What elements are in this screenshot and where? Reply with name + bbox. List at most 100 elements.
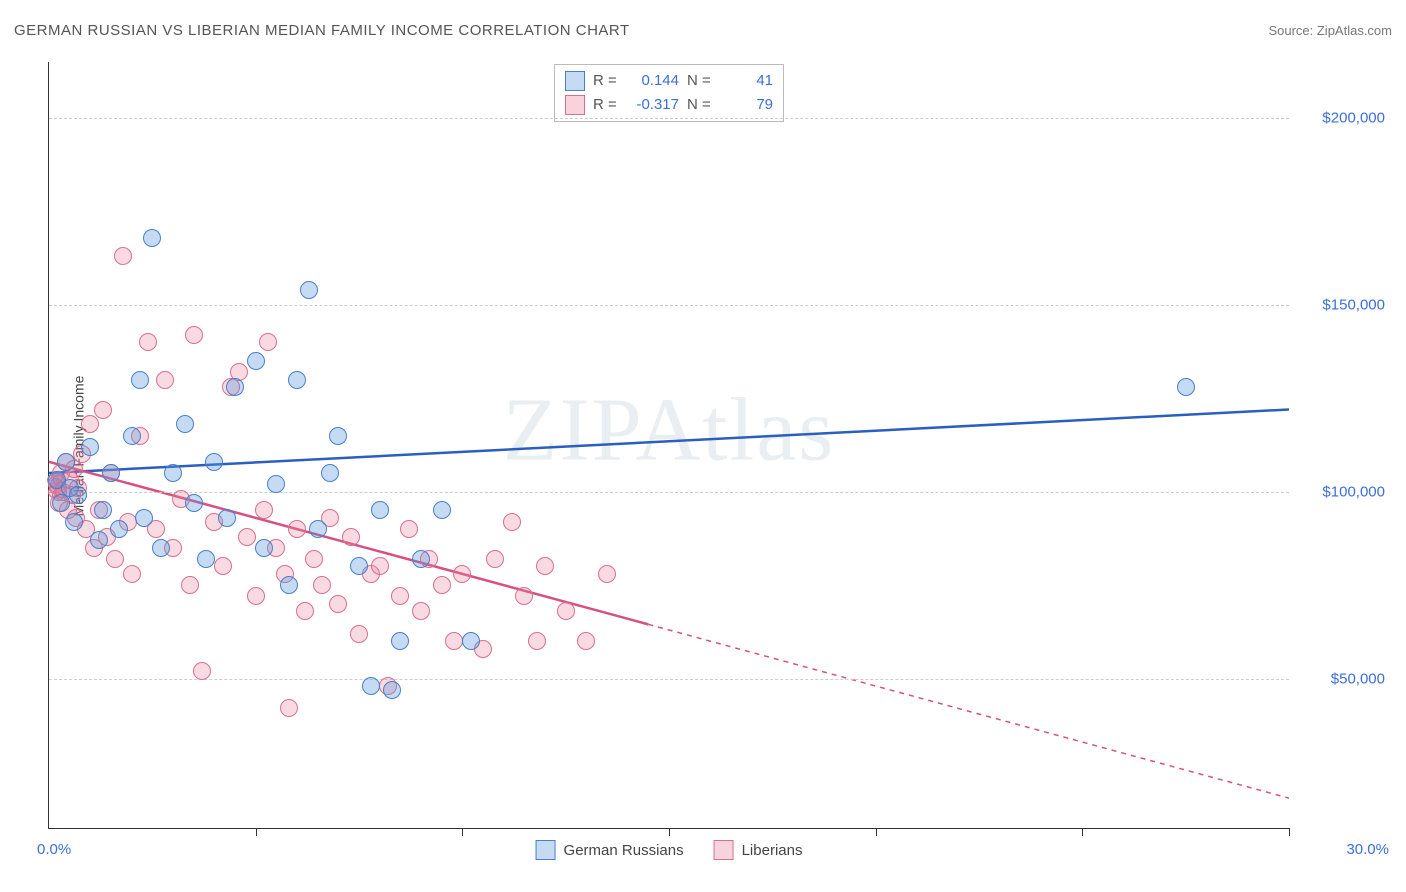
data-point (135, 509, 153, 527)
data-point (288, 371, 306, 389)
legend-label: German Russians (564, 842, 684, 859)
data-point (197, 550, 215, 568)
data-point (110, 520, 128, 538)
n-label: N = (687, 69, 713, 93)
data-point (123, 427, 141, 445)
legend-item: German Russians (536, 840, 684, 860)
data-point (288, 520, 306, 538)
data-point (400, 520, 418, 538)
data-point (557, 602, 575, 620)
y-tick-label: $100,000 (1295, 483, 1385, 500)
source-prefix: Source: (1268, 23, 1316, 38)
data-point (280, 699, 298, 717)
data-point (247, 352, 265, 370)
data-point (156, 371, 174, 389)
legend-label: Liberians (742, 842, 803, 859)
data-point (226, 378, 244, 396)
data-point (391, 632, 409, 650)
data-point (69, 486, 87, 504)
trend-line (648, 624, 1289, 798)
gridline (49, 492, 1289, 493)
data-point (300, 281, 318, 299)
data-point (152, 539, 170, 557)
r-value: 0.144 (627, 69, 679, 93)
data-point (1177, 378, 1195, 396)
data-point (313, 576, 331, 594)
data-point (102, 464, 120, 482)
r-label: R = (593, 93, 619, 117)
legend-item: Liberians (714, 840, 803, 860)
data-point (503, 513, 521, 531)
data-point (462, 632, 480, 650)
data-point (371, 501, 389, 519)
y-tick-label: $150,000 (1295, 296, 1385, 313)
data-point (433, 501, 451, 519)
data-point (350, 557, 368, 575)
r-value: -0.317 (627, 93, 679, 117)
data-point (453, 565, 471, 583)
data-point (57, 453, 75, 471)
data-point (205, 453, 223, 471)
gridline (49, 118, 1289, 119)
data-point (114, 247, 132, 265)
y-tick-label: $200,000 (1295, 110, 1385, 127)
data-point (255, 539, 273, 557)
data-point (598, 565, 616, 583)
x-tick (876, 828, 877, 836)
data-point (218, 509, 236, 527)
data-point (391, 587, 409, 605)
data-point (185, 494, 203, 512)
data-point (214, 557, 232, 575)
r-label: R = (593, 69, 619, 93)
data-point (371, 557, 389, 575)
data-point (280, 576, 298, 594)
data-point (185, 326, 203, 344)
trend-lines-svg (49, 62, 1289, 828)
data-point (296, 602, 314, 620)
data-point (486, 550, 504, 568)
chart-title: GERMAN RUSSIAN VS LIBERIAN MEDIAN FAMILY… (14, 22, 630, 39)
data-point (94, 401, 112, 419)
data-point (536, 557, 554, 575)
watermark-text: ZIPAtlas (503, 378, 836, 481)
data-point (329, 427, 347, 445)
data-point (65, 513, 83, 531)
data-point (305, 550, 323, 568)
chart-header: GERMAN RUSSIAN VS LIBERIAN MEDIAN FAMILY… (14, 22, 1392, 39)
data-point (139, 333, 157, 351)
data-point (350, 625, 368, 643)
data-point (238, 528, 256, 546)
n-label: N = (687, 93, 713, 117)
data-point (143, 229, 161, 247)
data-point (433, 576, 451, 594)
source-link[interactable]: ZipAtlas.com (1317, 23, 1392, 38)
legend-swatch (565, 71, 585, 91)
x-tick (1082, 828, 1083, 836)
data-point (176, 415, 194, 433)
legend-row: R =0.144N =41 (565, 69, 773, 93)
data-point (259, 333, 277, 351)
data-point (515, 587, 533, 605)
data-point (90, 531, 108, 549)
x-axis-min-label: 0.0% (37, 841, 71, 858)
data-point (383, 681, 401, 699)
data-point (412, 550, 430, 568)
legend-swatch (714, 840, 734, 860)
data-point (342, 528, 360, 546)
data-point (528, 632, 546, 650)
legend-row: R =-0.317N =79 (565, 93, 773, 117)
data-point (577, 632, 595, 650)
data-point (106, 550, 124, 568)
data-point (81, 415, 99, 433)
x-axis-max-label: 30.0% (1346, 841, 1389, 858)
x-tick (462, 828, 463, 836)
data-point (131, 371, 149, 389)
data-point (267, 475, 285, 493)
source-attribution: Source: ZipAtlas.com (1268, 23, 1392, 38)
data-point (321, 464, 339, 482)
data-point (329, 595, 347, 613)
data-point (247, 587, 265, 605)
trend-line (49, 410, 1289, 474)
data-point (445, 632, 463, 650)
correlation-legend: R =0.144N =41R =-0.317N =79 (554, 64, 784, 122)
